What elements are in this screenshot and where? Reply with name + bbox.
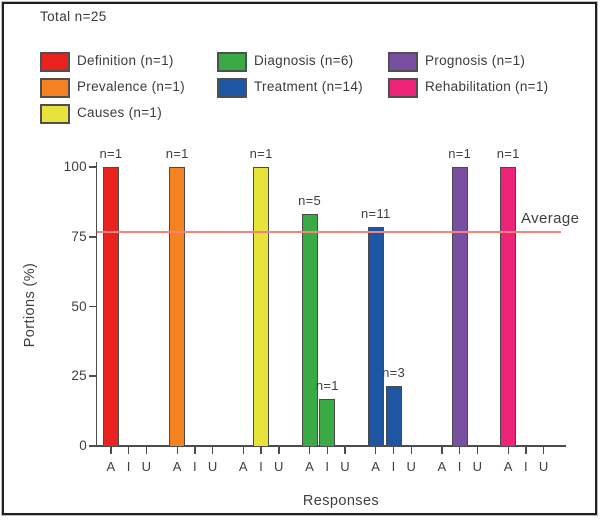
y-tick bbox=[89, 305, 97, 308]
x-tick bbox=[278, 447, 280, 454]
legend-item-label: Rehabilitation (n=1) bbox=[425, 79, 549, 94]
legend-item-label: Definition (n=1) bbox=[77, 53, 174, 68]
y-axis bbox=[95, 162, 98, 447]
x-tick-label: U bbox=[207, 459, 218, 474]
average-label: Average bbox=[521, 210, 580, 227]
x-tick-label: A bbox=[371, 459, 381, 474]
y-tick-label: 0 bbox=[79, 438, 87, 453]
legend-swatch bbox=[217, 78, 247, 98]
bar-diagnosis-A bbox=[301, 213, 318, 446]
bar-prognosis-I bbox=[451, 167, 468, 446]
chart-title: Total n=25 bbox=[40, 9, 107, 24]
x-tick-label: A bbox=[106, 459, 116, 474]
y-tick bbox=[89, 375, 97, 378]
x-tick bbox=[326, 447, 329, 454]
x-tick bbox=[476, 447, 479, 454]
legend-item-label: Causes (n=1) bbox=[77, 105, 163, 120]
x-tick bbox=[543, 447, 545, 454]
bar-rehabilitation-A bbox=[500, 167, 517, 446]
figure-frame: Total n=25 Definition (n=1) Prevalence (n… bbox=[1, 1, 598, 516]
y-axis-title: Portions (%) bbox=[22, 262, 38, 348]
x-axis-title: Responses bbox=[302, 493, 380, 509]
x-tick-label: I bbox=[325, 459, 330, 474]
x-tick bbox=[392, 447, 395, 454]
x-tick bbox=[525, 447, 527, 454]
x-tick bbox=[507, 447, 509, 454]
x-tick-label: U bbox=[340, 459, 350, 474]
x-tick-label: U bbox=[406, 459, 417, 474]
x-tick-label: A bbox=[437, 459, 447, 474]
x-tick-label: U bbox=[472, 459, 483, 474]
x-tick-label: A bbox=[238, 459, 248, 474]
x-tick-label: I bbox=[391, 459, 396, 474]
y-tick bbox=[89, 166, 97, 168]
legend-swatch bbox=[388, 52, 418, 72]
x-tick bbox=[194, 447, 196, 454]
x-tick-label: U bbox=[538, 459, 549, 474]
x-tick-label: I bbox=[192, 459, 197, 474]
y-tick-label: 75 bbox=[71, 228, 87, 244]
average-line bbox=[97, 231, 561, 233]
y-tick-label: 25 bbox=[71, 368, 87, 384]
bar-count-label: n=3 bbox=[382, 365, 406, 381]
y-tick-label: 100 bbox=[63, 159, 87, 174]
legend-item-label: Treatment (n=14) bbox=[254, 79, 363, 94]
x-tick bbox=[375, 447, 377, 454]
bar-count-label: n=1 bbox=[165, 146, 189, 161]
bar-treatment-I bbox=[385, 386, 402, 446]
bar-count-label: n=1 bbox=[448, 146, 472, 161]
bar-prevalence-A bbox=[169, 167, 186, 446]
x-tick bbox=[128, 447, 130, 454]
x-tick bbox=[459, 447, 461, 454]
x-tick-label: I bbox=[523, 459, 528, 474]
bar-count-label: n=1 bbox=[315, 378, 339, 394]
x-tick bbox=[344, 447, 346, 454]
y-tick-label: 50 bbox=[71, 298, 87, 314]
x-tick-label: A bbox=[305, 459, 315, 474]
x-tick-label: I bbox=[457, 459, 462, 474]
legend-swatch bbox=[388, 78, 418, 98]
bar-count-label: n=5 bbox=[298, 192, 322, 208]
x-tick-label: A bbox=[172, 459, 182, 474]
x-tick bbox=[441, 447, 443, 454]
x-tick bbox=[410, 447, 412, 454]
x-tick bbox=[145, 447, 148, 454]
legend-item-label: Prognosis (n=1) bbox=[425, 53, 526, 68]
legend-item-label: Diagnosis (n=6) bbox=[254, 53, 354, 68]
x-tick-label: U bbox=[274, 459, 284, 474]
x-tick-label: A bbox=[503, 459, 513, 474]
legend-swatch bbox=[40, 52, 70, 72]
y-tick bbox=[89, 445, 97, 447]
x-tick bbox=[176, 447, 178, 454]
legend-swatch bbox=[217, 52, 247, 72]
x-tick bbox=[242, 447, 245, 454]
x-tick-label: U bbox=[141, 459, 152, 474]
bar-count-label: n=1 bbox=[249, 146, 273, 161]
bar-count-label: n=1 bbox=[496, 146, 520, 161]
x-tick bbox=[308, 447, 311, 454]
x-tick bbox=[110, 447, 112, 454]
bar-causes-I bbox=[253, 167, 270, 446]
bar-count-label: n=11 bbox=[361, 205, 391, 221]
bar-count-label: n=1 bbox=[99, 146, 123, 161]
bar-definition-A bbox=[103, 167, 119, 446]
legend-item-label: Prevalence (n=1) bbox=[77, 79, 185, 94]
x-tick bbox=[212, 447, 214, 454]
x-tick bbox=[260, 447, 262, 454]
legend-swatch bbox=[40, 104, 70, 124]
x-tick-label: I bbox=[126, 459, 131, 474]
bar-treatment-A bbox=[367, 226, 384, 446]
x-axis bbox=[95, 445, 566, 447]
y-tick bbox=[89, 235, 97, 238]
x-tick-label: I bbox=[259, 459, 264, 474]
bar-diagnosis-I bbox=[319, 399, 336, 446]
legend-swatch bbox=[40, 78, 70, 98]
